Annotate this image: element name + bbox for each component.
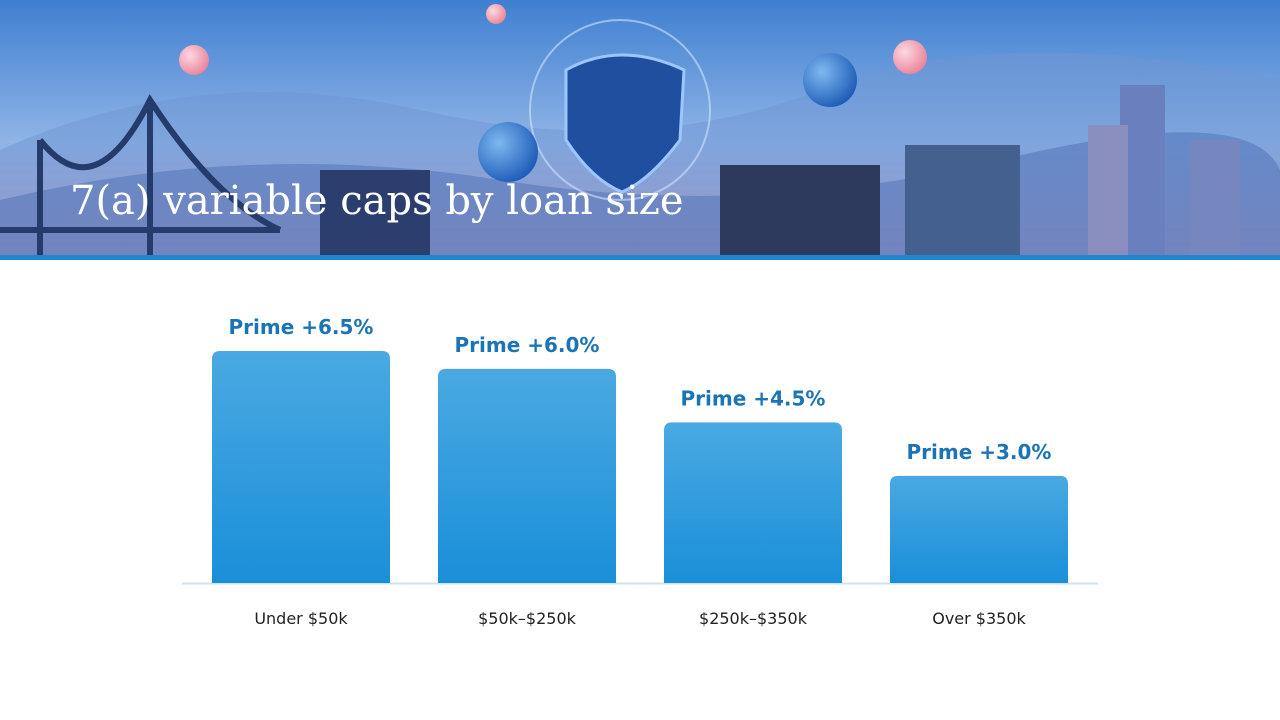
bar	[212, 351, 390, 583]
value-label: Prime +6.0%	[455, 333, 600, 357]
value-label: Prime +4.5%	[681, 386, 826, 410]
bar	[438, 368, 616, 583]
chart-title: 7(a) variable caps by loan size	[70, 178, 684, 224]
bar	[664, 422, 842, 583]
x-tick-label: $50k–$250k	[478, 609, 577, 628]
header-banner	[0, 0, 1280, 260]
value-label: Prime +3.0%	[907, 440, 1052, 464]
bar	[890, 475, 1068, 583]
value-label: Prime +6.5%	[229, 315, 374, 339]
x-tick-label: Over $350k	[932, 609, 1026, 628]
x-tick-label: Under $50k	[254, 609, 348, 628]
x-tick-label: $250k–$350k	[699, 609, 808, 628]
